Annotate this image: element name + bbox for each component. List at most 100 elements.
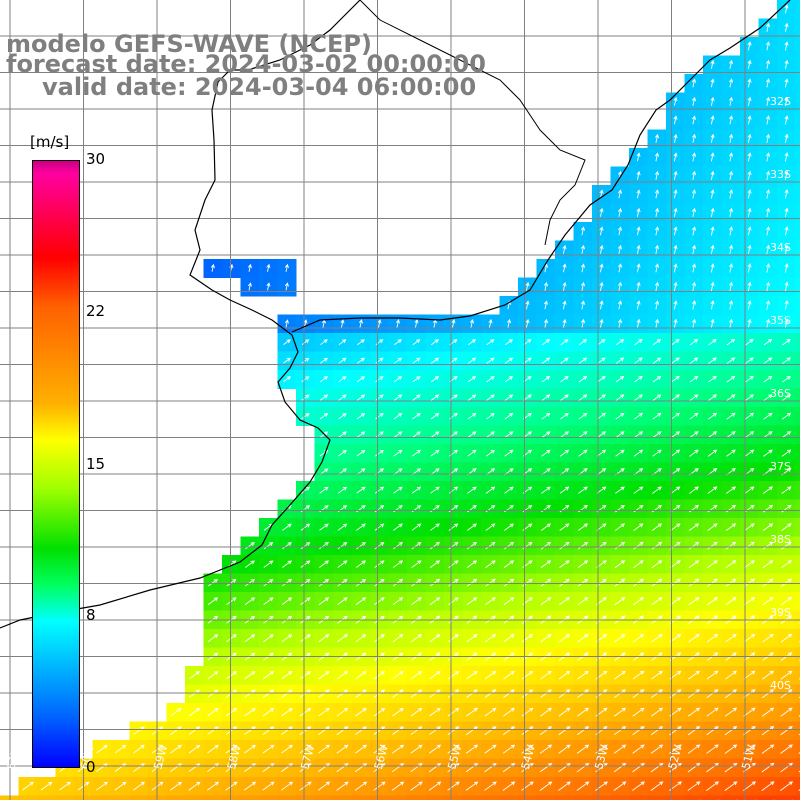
wind-arrow: [560, 339, 569, 346]
wind-arrow: [747, 207, 752, 218]
wind-arrow: [744, 431, 755, 439]
wind-arrow: [281, 634, 293, 643]
field-cell: [758, 795, 778, 800]
wind-arrow: [691, 226, 697, 236]
wind-arrow: [633, 560, 644, 569]
wind-arrow: [724, 689, 738, 699]
wind-arrow: [22, 781, 34, 791]
wind-arrow: [636, 207, 641, 217]
wind-arrow: [465, 781, 479, 791]
wind-arrow: [486, 431, 495, 439]
wind-arrow: [263, 542, 274, 550]
wind-arrow: [744, 486, 755, 494]
field-cell: [573, 795, 593, 800]
wind-arrow: [743, 707, 756, 717]
field-cell: [592, 795, 611, 800]
wind-arrow: [243, 781, 257, 791]
wind-arrow: [689, 486, 699, 494]
wind-arrow: [636, 300, 641, 310]
wind-arrow: [336, 744, 349, 754]
wind-arrow: [539, 744, 553, 754]
wind-arrow: [766, 189, 771, 199]
wind-arrow: [429, 726, 441, 736]
wind-arrow: [634, 394, 643, 401]
wind-arrow: [319, 376, 329, 383]
wind-arrow: [729, 244, 734, 255]
wind-arrow: [393, 486, 403, 494]
field-cell: [240, 795, 260, 800]
wind-arrow: [560, 412, 569, 420]
field-cell: [795, 388, 800, 408]
wind-arrow: [245, 542, 255, 550]
field-cell: [795, 129, 800, 149]
wind-arrow: [411, 560, 422, 568]
wind-arrow: [687, 726, 701, 736]
wind-arrow: [558, 689, 571, 699]
wind-arrow: [633, 523, 644, 531]
field-cell: [795, 740, 800, 759]
lat-label: 34S: [770, 241, 791, 254]
wind-arrow: [634, 375, 643, 383]
wind-arrow: [595, 744, 608, 754]
wind-arrow: [673, 300, 678, 310]
wind-arrow: [504, 523, 514, 531]
field-cell: [111, 795, 130, 800]
wind-arrow: [541, 449, 551, 457]
wind-arrow: [225, 689, 238, 698]
coastline-north: [291, 0, 791, 333]
wind-arrow: [766, 226, 771, 236]
wind-arrow: [525, 300, 530, 310]
wind-arrow: [484, 744, 497, 754]
wind-arrow: [725, 578, 737, 587]
wind-arrow: [724, 707, 738, 717]
wind-arrow: [319, 412, 329, 420]
wind-arrow: [744, 560, 755, 569]
wind-arrow: [559, 560, 570, 569]
field-cell: [795, 499, 800, 519]
field-cell: [333, 795, 352, 800]
wind-arrow: [763, 357, 773, 364]
wind-arrow: [467, 486, 477, 494]
wind-arrow: [617, 226, 623, 236]
wind-arrow: [762, 541, 774, 550]
field-cell: [370, 795, 389, 800]
wind-arrow: [448, 486, 459, 494]
field-cell: [795, 703, 800, 722]
field-cell: [795, 203, 800, 223]
wind-arrow: [765, 78, 771, 88]
wind-arrow: [503, 670, 515, 680]
wind-arrow: [599, 244, 604, 254]
wind-arrow: [428, 781, 442, 791]
wind-arrow: [651, 560, 663, 569]
wind-arrow: [744, 412, 755, 420]
wind-arrow: [576, 781, 590, 791]
latitude-labels: 32S 33S 34S 35S 36S 37S 38S 39S 40S: [770, 95, 791, 692]
wind-arrow: [707, 523, 718, 531]
lat-label: 32S: [770, 95, 791, 108]
wind-arrow: [728, 152, 734, 162]
wind-arrow: [562, 281, 567, 291]
field-cell: [795, 92, 800, 112]
wind-arrow: [412, 431, 421, 438]
field-cell: [795, 481, 800, 500]
wind-arrow: [502, 744, 516, 754]
colorbar-tick-15: 15: [86, 455, 106, 473]
wind-arrow: [577, 541, 589, 550]
wind-arrow: [284, 282, 289, 291]
colorbar: [32, 160, 80, 768]
wind-arrow: [356, 376, 366, 383]
model-title: modelo GEFS-WAVE (NCEP): [6, 30, 372, 58]
field-cell: [185, 795, 204, 800]
wind-arrow: [521, 707, 534, 717]
field-cell: [795, 444, 800, 463]
wind-arrow: [558, 744, 571, 754]
field-cell: [481, 795, 500, 800]
wind-arrow: [614, 633, 626, 643]
wind-arrow: [244, 689, 256, 698]
wind-arrow: [613, 707, 627, 717]
field-cell: [684, 795, 704, 800]
field-cell: [222, 795, 241, 800]
wind-arrow: [411, 486, 422, 494]
wind-arrow: [744, 541, 755, 550]
wind-arrow: [412, 376, 421, 383]
